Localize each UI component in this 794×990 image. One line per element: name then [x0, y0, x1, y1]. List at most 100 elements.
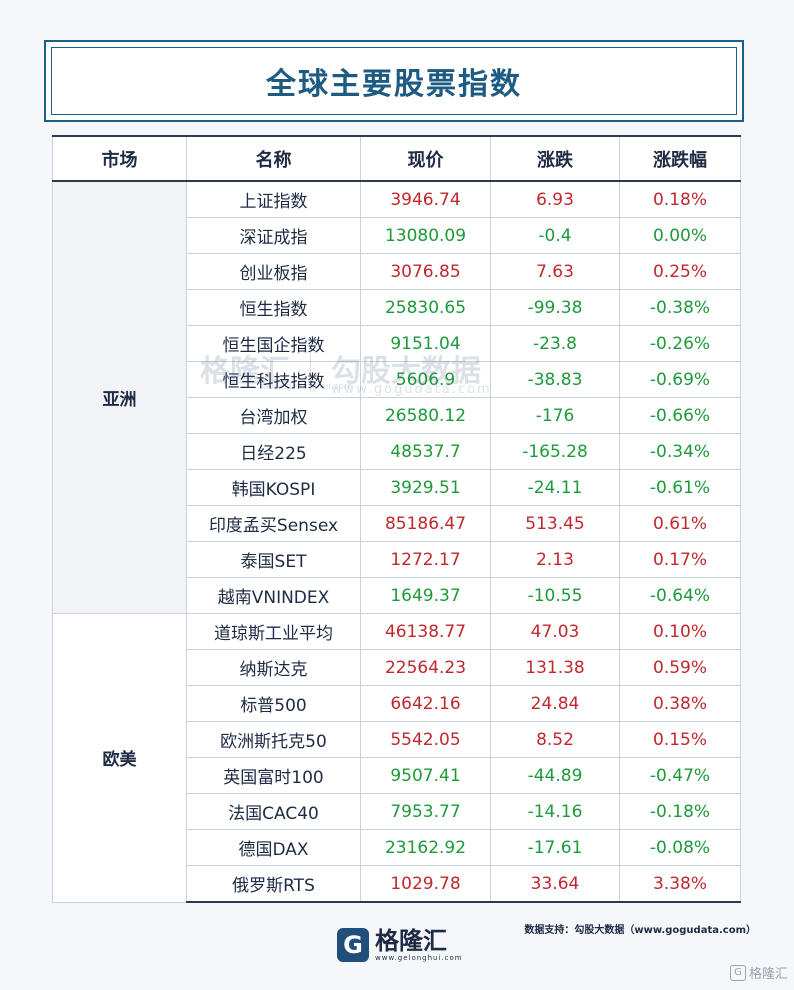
pct-cell: 0.18%: [619, 180, 741, 218]
price-cell: 25830.65: [360, 289, 491, 326]
title-box: 全球主要股票指数: [44, 40, 744, 122]
header-change: 涨跌: [490, 135, 620, 182]
pct-cell: -0.08%: [619, 829, 741, 866]
market-cell: 亚洲: [52, 180, 187, 614]
index-table: 市场 名称 现价 涨跌 涨跌幅 亚洲 上证指数 3946.74 6.93 0.18% 深证…: [52, 135, 741, 903]
logo-icon: G: [337, 928, 369, 962]
pct-cell: -0.66%: [619, 397, 741, 434]
price-cell: 22564.23: [360, 649, 491, 686]
market-cell: 欧美: [52, 613, 187, 903]
index-name-cell: 泰国SET: [186, 541, 361, 578]
change-cell: -24.11: [490, 469, 620, 506]
table-row: 欧洲斯托克50 5542.05 8.52 0.15%: [53, 721, 741, 758]
logo-url: www.gelonghui.com: [375, 954, 463, 962]
price-cell: 1029.78: [360, 865, 491, 903]
table-row: 恒生国企指数 9151.04 -23.8 -0.26%: [53, 325, 741, 362]
index-name-cell: 恒生指数: [186, 289, 361, 326]
pct-cell: 0.00%: [619, 217, 741, 254]
price-cell: 6642.16: [360, 685, 491, 722]
index-name-cell: 台湾加权: [186, 397, 361, 434]
table-row: 德国DAX 23162.92 -17.61 -0.08%: [53, 829, 741, 866]
index-name-cell: 创业板指: [186, 253, 361, 290]
price-cell: 9151.04: [360, 325, 491, 362]
change-cell: -10.55: [490, 577, 620, 614]
pct-cell: -0.18%: [619, 793, 741, 830]
pct-cell: 0.15%: [619, 721, 741, 758]
price-cell: 46138.77: [360, 613, 491, 650]
change-cell: 47.03: [490, 613, 620, 650]
price-cell: 1649.37: [360, 577, 491, 614]
price-cell: 3076.85: [360, 253, 491, 290]
change-cell: 24.84: [490, 685, 620, 722]
table-row: 韩国KOSPI 3929.51 -24.11 -0.61%: [53, 469, 741, 506]
index-name-cell: 标普500: [186, 685, 361, 722]
logo-text: 格隆汇: [375, 927, 447, 955]
price-cell: 5606.9: [360, 361, 491, 398]
index-name-cell: 日经225: [186, 433, 361, 470]
pct-cell: 0.61%: [619, 505, 741, 542]
index-name-cell: 德国DAX: [186, 829, 361, 866]
pct-cell: 0.25%: [619, 253, 741, 290]
change-cell: -17.61: [490, 829, 620, 866]
change-cell: 33.64: [490, 865, 620, 903]
pct-cell: -0.34%: [619, 433, 741, 470]
price-cell: 1272.17: [360, 541, 491, 578]
price-cell: 85186.47: [360, 505, 491, 542]
index-name-cell: 纳斯达克: [186, 649, 361, 686]
pct-cell: 0.10%: [619, 613, 741, 650]
change-cell: -23.8: [490, 325, 620, 362]
index-name-cell: 欧洲斯托克50: [186, 721, 361, 758]
change-cell: 513.45: [490, 505, 620, 542]
change-cell: -99.38: [490, 289, 620, 326]
index-name-cell: 恒生科技指数: [186, 361, 361, 398]
table-row: 恒生科技指数 5606.9 -38.83 -0.69%: [53, 361, 741, 398]
pct-cell: 0.38%: [619, 685, 741, 722]
change-cell: -44.89: [490, 757, 620, 794]
table-row: 创业板指 3076.85 7.63 0.25%: [53, 253, 741, 290]
index-name-cell: 道琼斯工业平均: [186, 613, 361, 650]
table-row: 恒生指数 25830.65 -99.38 -0.38%: [53, 289, 741, 326]
table-row: 台湾加权 26580.12 -176 -0.66%: [53, 397, 741, 434]
price-cell: 5542.05: [360, 721, 491, 758]
header-name: 名称: [186, 135, 361, 182]
change-cell: 2.13: [490, 541, 620, 578]
pct-cell: -0.38%: [619, 289, 741, 326]
change-cell: -165.28: [490, 433, 620, 470]
pct-cell: -0.61%: [619, 469, 741, 506]
change-cell: -0.4: [490, 217, 620, 254]
price-cell: 23162.92: [360, 829, 491, 866]
index-name-cell: 英国富时100: [186, 757, 361, 794]
change-cell: 8.52: [490, 721, 620, 758]
change-cell: 7.63: [490, 253, 620, 290]
table-row: 纳斯达克 22564.23 131.38 0.59%: [53, 649, 741, 686]
table-row: 俄罗斯RTS 1029.78 33.64 3.38%: [53, 865, 741, 903]
table-row: 标普500 6642.16 24.84 0.38%: [53, 685, 741, 722]
pct-cell: -0.26%: [619, 325, 741, 362]
pct-cell: 3.38%: [619, 865, 741, 903]
page-title: 全球主要股票指数: [266, 67, 522, 102]
table-row: 亚洲 上证指数 3946.74 6.93 0.18%: [52, 180, 741, 614]
price-cell: 9507.41: [360, 757, 491, 794]
price-cell: 13080.09: [360, 217, 491, 254]
pct-cell: -0.69%: [619, 361, 741, 398]
data-source-note: 数据支持：勾股大数据（www.gogudata.com）: [524, 925, 756, 936]
index-name-cell: 上证指数: [186, 180, 361, 218]
header-price: 现价: [360, 135, 491, 182]
brand-icon: G: [729, 964, 746, 981]
table-row: 深证成指 13080.09 -0.4 0.00%: [53, 217, 741, 254]
table-row: 法国CAC40 7953.77 -14.16 -0.18%: [53, 793, 741, 830]
price-cell: 48537.7: [360, 433, 491, 470]
index-name-cell: 恒生国企指数: [186, 325, 361, 362]
pct-cell: -0.64%: [619, 577, 741, 614]
index-name-cell: 深证成指: [186, 217, 361, 254]
corner-badge: G 格隆汇: [729, 963, 788, 982]
table-row: 日经225 48537.7 -165.28 -0.34%: [53, 433, 741, 470]
index-name-cell: 法国CAC40: [186, 793, 361, 830]
index-name-cell: 越南VNINDEX: [186, 577, 361, 614]
change-cell: -14.16: [490, 793, 620, 830]
table-row: 欧美 道琼斯工业平均 46138.77 47.03 0.10%: [52, 613, 741, 903]
table-row: 英国富时100 9507.41 -44.89 -0.47%: [53, 757, 741, 794]
table-header-row: 市场 名称 现价 涨跌 涨跌幅: [52, 135, 741, 182]
index-name-cell: 俄罗斯RTS: [186, 865, 361, 903]
table-body: 亚洲 上证指数 3946.74 6.93 0.18% 深证成指 13080.09 -0.4 0.…: [52, 180, 741, 903]
